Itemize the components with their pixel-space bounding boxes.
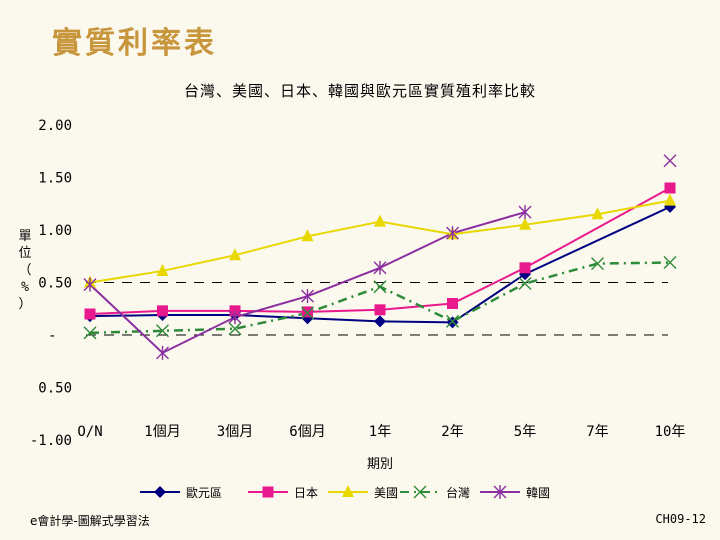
x-axis-label: 期別 — [367, 457, 393, 472]
data-point — [342, 485, 354, 497]
data-point — [664, 193, 676, 206]
x-tick-label: 10年 — [655, 424, 686, 440]
data-point — [663, 154, 677, 168]
y-axis-label-char: 位 — [18, 246, 31, 261]
data-point — [262, 486, 274, 498]
data-point — [302, 306, 313, 318]
x-tick-label: 5年 — [514, 424, 536, 440]
data-point — [373, 260, 387, 275]
data-point — [83, 277, 97, 292]
legend-label: 日本 — [294, 486, 318, 500]
x-tick-label: 2年 — [441, 424, 463, 440]
data-point — [301, 229, 314, 242]
legend-label: 台灣 — [446, 485, 470, 500]
data-point — [374, 214, 386, 227]
y-axis-label-char: % — [21, 280, 29, 295]
data-point — [519, 217, 531, 230]
data-point — [154, 486, 166, 498]
series-line-日本 — [89, 187, 671, 315]
x-tick-label: 7年 — [586, 424, 608, 440]
slide-title: 實質利率表 — [52, 26, 217, 61]
y-tick-label: - — [48, 328, 56, 344]
legend: 歐元區 日本 美國 台灣 韓國 — [140, 485, 550, 500]
data-point — [83, 326, 97, 340]
footer-left: e會計學-圖解式學習法 — [30, 514, 150, 528]
data-point — [591, 207, 604, 220]
data-point — [374, 315, 386, 328]
y-tick-label: 1.50 — [38, 171, 72, 187]
y-axis-label-char: 單 — [18, 229, 31, 244]
data-point — [301, 306, 314, 320]
reference-lines — [86, 282, 668, 336]
data-point — [373, 280, 387, 294]
series-markers — [83, 154, 677, 360]
data-point — [664, 182, 676, 194]
y-axis-label-char: ） — [18, 297, 31, 312]
y-tick-label: 1.00 — [38, 223, 72, 239]
data-point — [228, 322, 242, 336]
x-tick-label: 3個月 — [217, 424, 253, 440]
data-point — [591, 257, 604, 271]
y-axis-label: 單位 （% ） — [18, 229, 31, 312]
data-point — [446, 316, 459, 329]
data-point — [84, 308, 96, 320]
data-point — [228, 310, 242, 325]
y-axis-ticks: 2.00 1.50 1.00 0.50 - 0.50 -1.00 — [30, 118, 72, 449]
x-tick-label: 6個月 — [289, 424, 325, 440]
y-axis-label-char: （ — [18, 263, 31, 278]
data-point — [157, 305, 168, 317]
data-point — [156, 345, 169, 360]
y-tick-label: 0.50 — [38, 276, 72, 292]
data-point — [156, 263, 169, 276]
data-point — [156, 324, 169, 338]
data-point — [518, 277, 532, 291]
data-point — [446, 314, 459, 328]
legend-label: 歐元區 — [186, 485, 222, 500]
y-tick-label: -1.00 — [30, 433, 72, 449]
x-tick-label: O/N — [77, 424, 102, 440]
data-point — [518, 205, 532, 220]
x-tick-label: 1個月 — [144, 424, 180, 440]
legend-label: 美國 — [374, 486, 398, 500]
data-point — [301, 289, 314, 304]
y-tick-label: 2.00 — [38, 118, 72, 134]
x-axis-ticks: O/N 1個月 3個月 6個月 1年 2年 5年 7年 10年 — [77, 424, 685, 440]
data-point — [446, 226, 459, 241]
footer-right: CH09-12 — [655, 512, 706, 526]
data-point — [374, 304, 386, 316]
y-tick-label: 0.50 — [38, 381, 72, 397]
series-line-歐元區 — [89, 205, 671, 324]
x-tick-label: 1年 — [369, 424, 391, 440]
legend-label: 韓國 — [526, 486, 550, 500]
data-point — [447, 298, 458, 309]
data-point — [493, 485, 507, 499]
data-point — [413, 485, 427, 499]
data-point — [663, 256, 677, 270]
data-point — [519, 262, 531, 274]
chart-title: 台灣、美國、日本、韓國與歐元區實質殖利率比較 — [183, 82, 536, 100]
data-point — [229, 248, 241, 261]
